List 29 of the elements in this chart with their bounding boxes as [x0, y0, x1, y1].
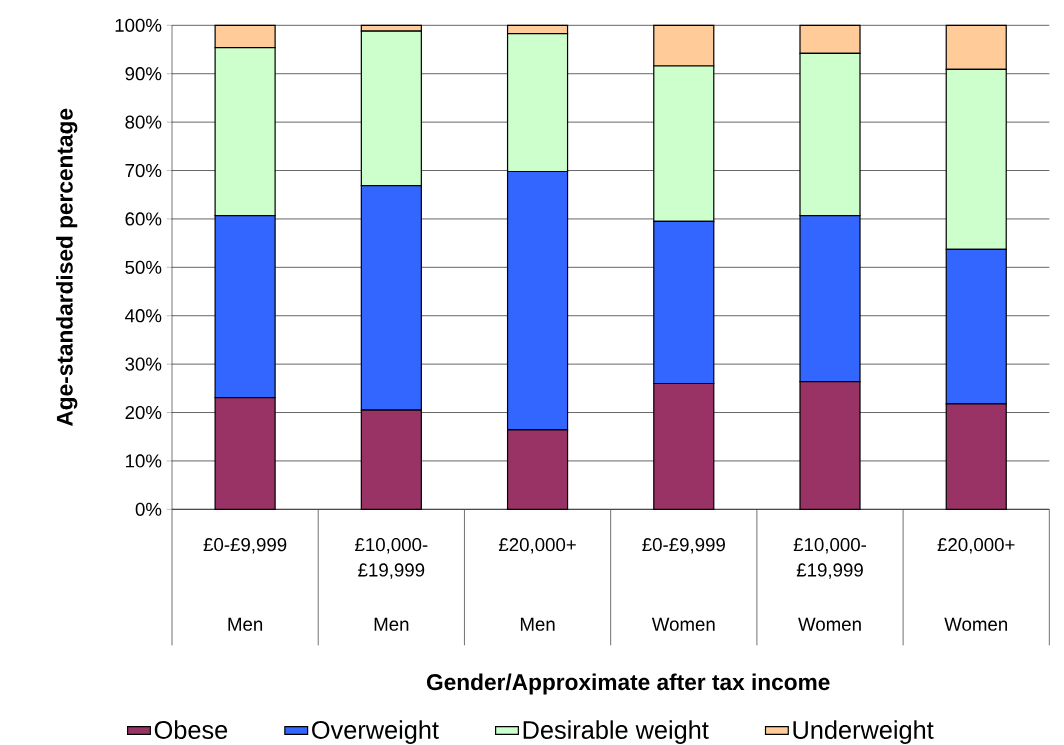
x-tick-label: £20,000+	[498, 537, 576, 554]
text: Men	[228, 617, 263, 631]
y-tick-label: 0%	[135, 502, 162, 516]
text: Women	[944, 617, 1008, 631]
y-tick-label: 70%	[125, 163, 162, 177]
legend-label: Obese	[154, 720, 228, 739]
legend-label: Desirable weight	[523, 720, 709, 744]
x-tick-label: £0-£9,999	[203, 537, 287, 554]
y-tick-label: 80%	[125, 115, 162, 129]
x-tick-label: £10,000-£19,999	[793, 537, 867, 579]
text: Women	[651, 617, 715, 631]
x-tick-label: £10,000-£19,999	[355, 537, 428, 579]
y-axis-title: Age-standardised percentage	[56, 108, 78, 426]
x-axis-title: Gender/Approximate after tax income	[426, 673, 830, 695]
y-tick-label: 60%	[125, 212, 162, 226]
x-tick-label: £20,000+	[937, 537, 1015, 554]
legend-label: Underweight	[793, 720, 934, 744]
x-tick-label: £0-£9,999	[642, 537, 725, 554]
y-tick-label: 10%	[126, 454, 162, 468]
text: Women	[798, 617, 861, 631]
y-tick-label: 50%	[125, 260, 162, 274]
y-tick-label: 40%	[125, 308, 162, 323]
legend-label: Overweight	[312, 720, 439, 744]
text: Men	[520, 617, 555, 631]
y-tick-label: 20%	[125, 405, 162, 419]
y-tick-label: 100%	[115, 18, 162, 32]
y-tick-label: 90%	[125, 66, 162, 81]
text: Men	[374, 617, 409, 631]
y-tick-label: 30%	[125, 357, 162, 371]
